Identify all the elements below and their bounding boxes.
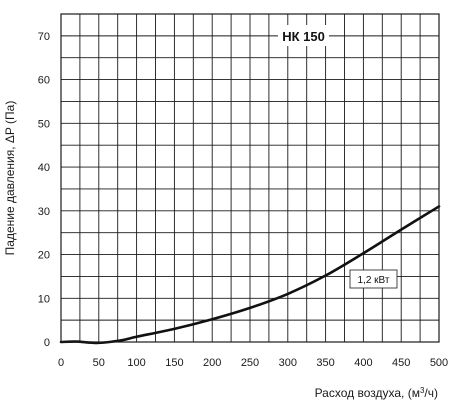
x-tick-label: 300 [279, 357, 297, 369]
x-tick-label: 150 [165, 357, 183, 369]
series-label: 1,2 кВт [358, 275, 390, 286]
series-line [59, 205, 441, 345]
x-tick-label: 250 [241, 357, 259, 369]
chart-title: НК 150 [282, 29, 325, 44]
y-tick-label: 40 [38, 162, 50, 174]
y-axis-ticks: 0 10 20 30 40 50 60 70 [38, 31, 50, 349]
x-tick-label: 50 [93, 357, 105, 369]
x-tick-label: 450 [392, 357, 410, 369]
x-tick-label: 350 [316, 357, 334, 369]
y-tick-label: 0 [44, 337, 50, 349]
plot-frame [60, 13, 440, 343]
y-axis-title: Падение давления, ΔP (Па) [3, 101, 17, 256]
x-tick-label: 500 [430, 357, 448, 369]
x-tick-label: 100 [127, 357, 145, 369]
y-tick-label: 20 [38, 250, 50, 262]
y-tick-label: 50 [38, 118, 50, 130]
y-tick-label: 60 [38, 75, 50, 87]
x-tick-label: 200 [203, 357, 221, 369]
x-axis-ticks: 0 50 100 150 200 250 300 350 400 450 500 [58, 357, 448, 369]
y-tick-label: 10 [38, 293, 50, 305]
series-annotation: 1,2 кВт [349, 269, 398, 289]
chart-title-badge: НК 150 [278, 25, 329, 46]
x-axis-title: Расход воздуха, (м3/ч) [315, 386, 438, 401]
x-tick-label: 400 [354, 357, 372, 369]
y-tick-label: 70 [38, 31, 50, 43]
y-tick-label: 30 [38, 206, 50, 218]
x-tick-label: 0 [58, 357, 64, 369]
grid [61, 14, 439, 342]
